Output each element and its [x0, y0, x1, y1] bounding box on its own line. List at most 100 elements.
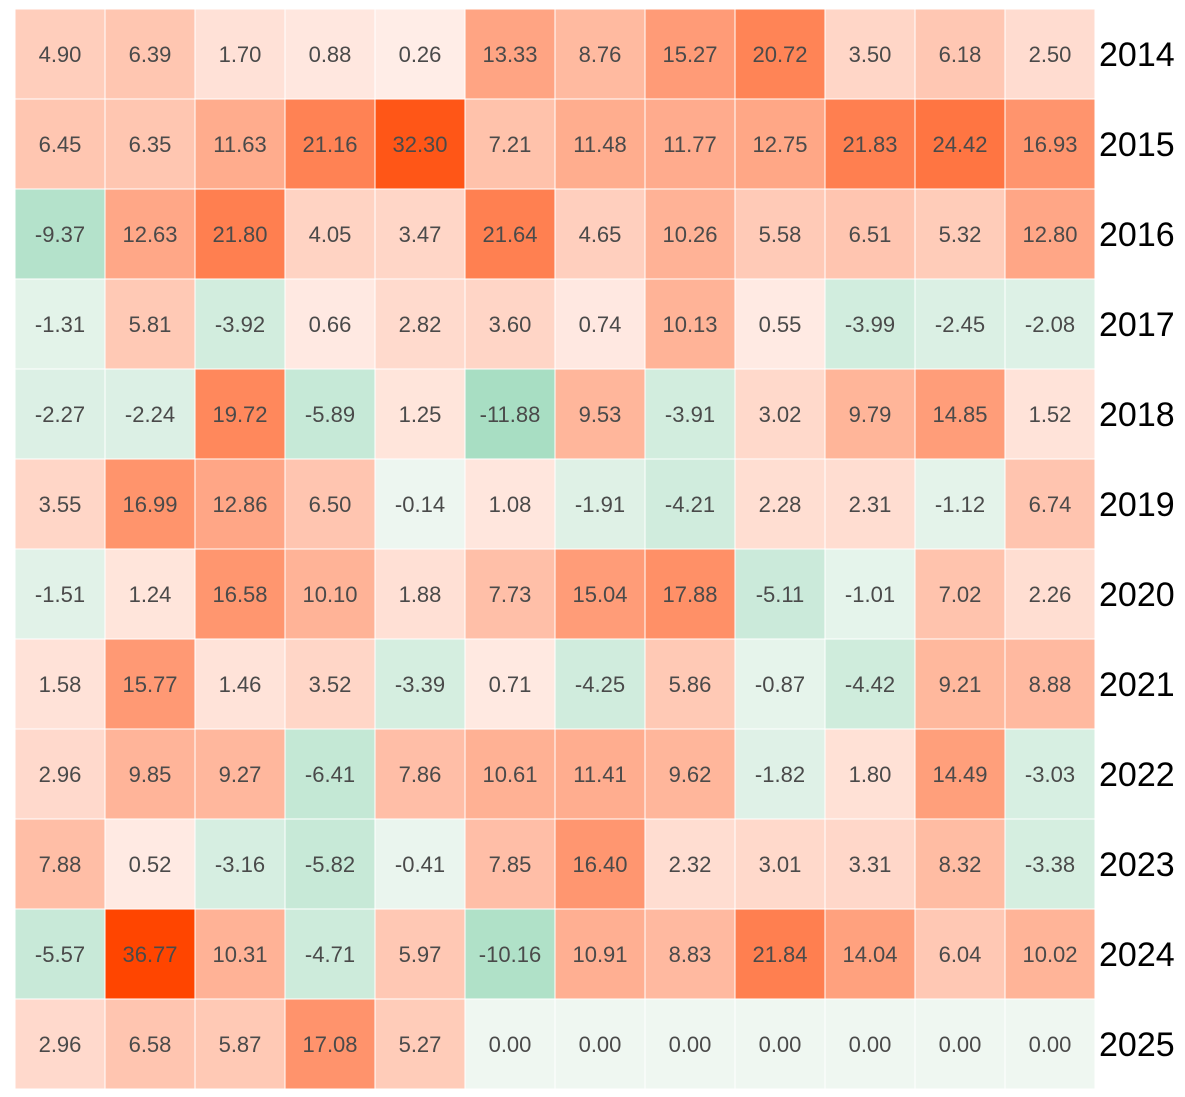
- heatmap-cell: [374, 548, 466, 640]
- cell-value-label: -1.82: [755, 762, 805, 787]
- heatmap-cell: [914, 908, 1006, 1000]
- heatmap-cell: [914, 638, 1006, 730]
- heatmap-cell: [1004, 998, 1096, 1090]
- year-label: 2014: [1099, 36, 1175, 74]
- cell-value-label: 15.77: [122, 672, 177, 697]
- heatmap-cell: [14, 638, 106, 730]
- cell-value-label: -1.12: [935, 492, 985, 517]
- heatmap-cell: [1004, 818, 1096, 910]
- heatmap-cell: [14, 458, 106, 550]
- heatmap-cell: [14, 98, 106, 190]
- cell-value-label: 3.31: [849, 852, 892, 877]
- cell-value-label: 5.81: [129, 312, 172, 337]
- heatmap-cell: [1004, 908, 1096, 1000]
- cell-value-label: 19.72: [212, 402, 267, 427]
- heatmap-cell: [194, 548, 286, 640]
- heatmap-cell: [104, 8, 196, 100]
- heatmap-cell: [104, 278, 196, 370]
- heatmap-cell: [284, 908, 376, 1000]
- cell-value-label: 6.04: [939, 942, 982, 967]
- cell-value-label: 5.87: [219, 1032, 262, 1057]
- cell-value-label: 20.72: [752, 42, 807, 67]
- heatmap-cell: [14, 8, 106, 100]
- heatmap-cell: [554, 458, 646, 550]
- cell-value-label: 2.28: [759, 492, 802, 517]
- cell-value-label: 10.31: [212, 942, 267, 967]
- cell-value-label: 2.82: [399, 312, 442, 337]
- cell-value-label: -10.16: [479, 942, 541, 967]
- heatmap-cell: [824, 98, 916, 190]
- cell-value-label: 14.49: [932, 762, 987, 787]
- heatmap-cell: [1004, 278, 1096, 370]
- heatmap-cell: [914, 548, 1006, 640]
- heatmap-cell: [194, 98, 286, 190]
- heatmap-cell: [554, 368, 646, 460]
- heatmap-cell: [554, 908, 646, 1000]
- cell-value-label: 0.88: [309, 42, 352, 67]
- cell-value-label: 0.00: [579, 1032, 622, 1057]
- cell-value-label: 21.80: [212, 222, 267, 247]
- heatmap-cell: [284, 818, 376, 910]
- heatmap-cell: [194, 908, 286, 1000]
- cell-value-label: 10.61: [482, 762, 537, 787]
- cell-value-label: -11.88: [480, 402, 541, 427]
- cell-value-label: 12.63: [122, 222, 177, 247]
- cell-value-label: 7.02: [939, 582, 982, 607]
- heatmap-cell: [824, 998, 916, 1090]
- cell-value-label: -3.38: [1025, 852, 1075, 877]
- heatmap-cell: [824, 8, 916, 100]
- cell-value-label: 1.88: [399, 582, 442, 607]
- cell-value-label: 1.46: [219, 672, 262, 697]
- year-label: 2023: [1099, 846, 1175, 884]
- cell-value-label: -2.08: [1025, 312, 1075, 337]
- cell-value-label: 5.58: [759, 222, 802, 247]
- heatmap-cell: [464, 728, 556, 820]
- heatmap-cell: [824, 728, 916, 820]
- cell-value-label: -3.03: [1025, 762, 1075, 787]
- cell-value-label: -1.91: [575, 492, 625, 517]
- year-label: 2016: [1099, 216, 1175, 254]
- cell-value-label: 3.52: [309, 672, 352, 697]
- cell-value-label: 36.77: [122, 942, 177, 967]
- cell-value-label: -3.39: [395, 672, 445, 697]
- heatmap-cells: 4.90 6.39 1.70 0.88 0.26 13.33 8.76 15.27 20.72 3…: [14, 8, 1096, 1090]
- cell-value-label: 0.26: [399, 42, 442, 67]
- cell-value-label: 5.86: [669, 672, 712, 697]
- heatmap-cell: [284, 188, 376, 280]
- cell-value-label: 15.27: [662, 42, 717, 67]
- cell-value-label: 0.00: [489, 1032, 532, 1057]
- cell-value-label: 4.90: [39, 42, 82, 67]
- heatmap-cell: [464, 8, 556, 100]
- heatmap-cell: [1004, 638, 1096, 730]
- cell-value-label: 5.32: [939, 222, 982, 247]
- cell-value-label: 6.35: [129, 132, 172, 157]
- cell-value-label: 3.60: [489, 312, 532, 337]
- cell-value-label: 15.04: [572, 582, 627, 607]
- cell-value-label: 7.86: [399, 762, 442, 787]
- cell-value-label: 5.97: [399, 942, 442, 967]
- cell-value-label: 9.85: [129, 762, 172, 787]
- heatmap-cell: [914, 98, 1006, 190]
- heatmap-cell: [464, 458, 556, 550]
- cell-value-label: 17.88: [662, 582, 717, 607]
- heatmap-cell: [914, 728, 1006, 820]
- heatmap-cell: [374, 188, 466, 280]
- cell-value-label: -4.25: [575, 672, 625, 697]
- cell-value-label: -4.21: [665, 492, 715, 517]
- year-label: 2020: [1099, 576, 1175, 614]
- cell-value-label: 4.05: [309, 222, 352, 247]
- cell-value-label: 6.50: [309, 492, 352, 517]
- heatmap-cell: [464, 278, 556, 370]
- heatmap-cell: [644, 818, 736, 910]
- cell-value-label: 0.71: [489, 672, 532, 697]
- cell-value-label: 14.85: [932, 402, 987, 427]
- cell-value-label: -3.91: [665, 402, 715, 427]
- year-label: 2022: [1099, 756, 1175, 794]
- heatmap-cell: [14, 368, 106, 460]
- year-labels: 2014 2015 2016 2017 2018 2019 2020 2021 2022 2023…: [1099, 36, 1175, 1064]
- heatmap-cell: [464, 548, 556, 640]
- cell-value-label: 12.80: [1022, 222, 1077, 247]
- year-label: 2018: [1099, 396, 1175, 434]
- heatmap-cell: [14, 548, 106, 640]
